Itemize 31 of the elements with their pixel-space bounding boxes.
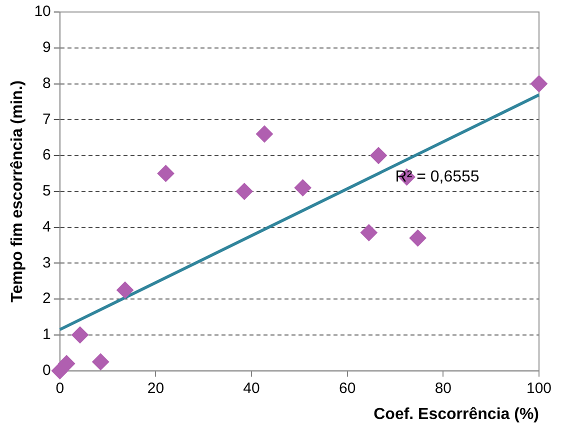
y-tick-label: 8	[42, 74, 51, 92]
point	[236, 182, 253, 200]
y-tick-label: 1	[42, 326, 51, 344]
x-tick-label: 80	[434, 380, 452, 397]
x-tick-label: 20	[147, 380, 164, 397]
point	[157, 164, 174, 182]
point	[116, 282, 134, 299]
y-tick-label: 5	[42, 182, 51, 200]
point	[294, 179, 312, 196]
y-axis-title: Tempo fim escorrência (min.)	[9, 80, 26, 302]
y-tick-label: 9	[42, 39, 51, 56]
y-tick-label: 10	[34, 3, 51, 20]
x-tick-label: 40	[243, 380, 260, 397]
point	[58, 355, 76, 372]
y-tick-label: 6	[42, 146, 51, 164]
y-tick-label: 4	[42, 218, 51, 236]
x-axis-title: Coef. Escorrência (%)	[374, 406, 539, 423]
point	[256, 125, 273, 142]
x-tick-label: 0	[56, 380, 64, 397]
y-tick-label: 2	[42, 290, 51, 308]
y-tick-label: 3	[42, 254, 51, 272]
point	[360, 224, 378, 242]
x-tick-label: 100	[526, 380, 552, 397]
y-tick-label: 7	[42, 110, 51, 128]
x-tick-label: 60	[339, 380, 356, 397]
point	[370, 147, 387, 164]
y-tick-label: 0	[42, 362, 51, 379]
point	[92, 353, 110, 370]
point	[409, 230, 426, 247]
point	[72, 326, 89, 344]
point	[530, 75, 548, 92]
